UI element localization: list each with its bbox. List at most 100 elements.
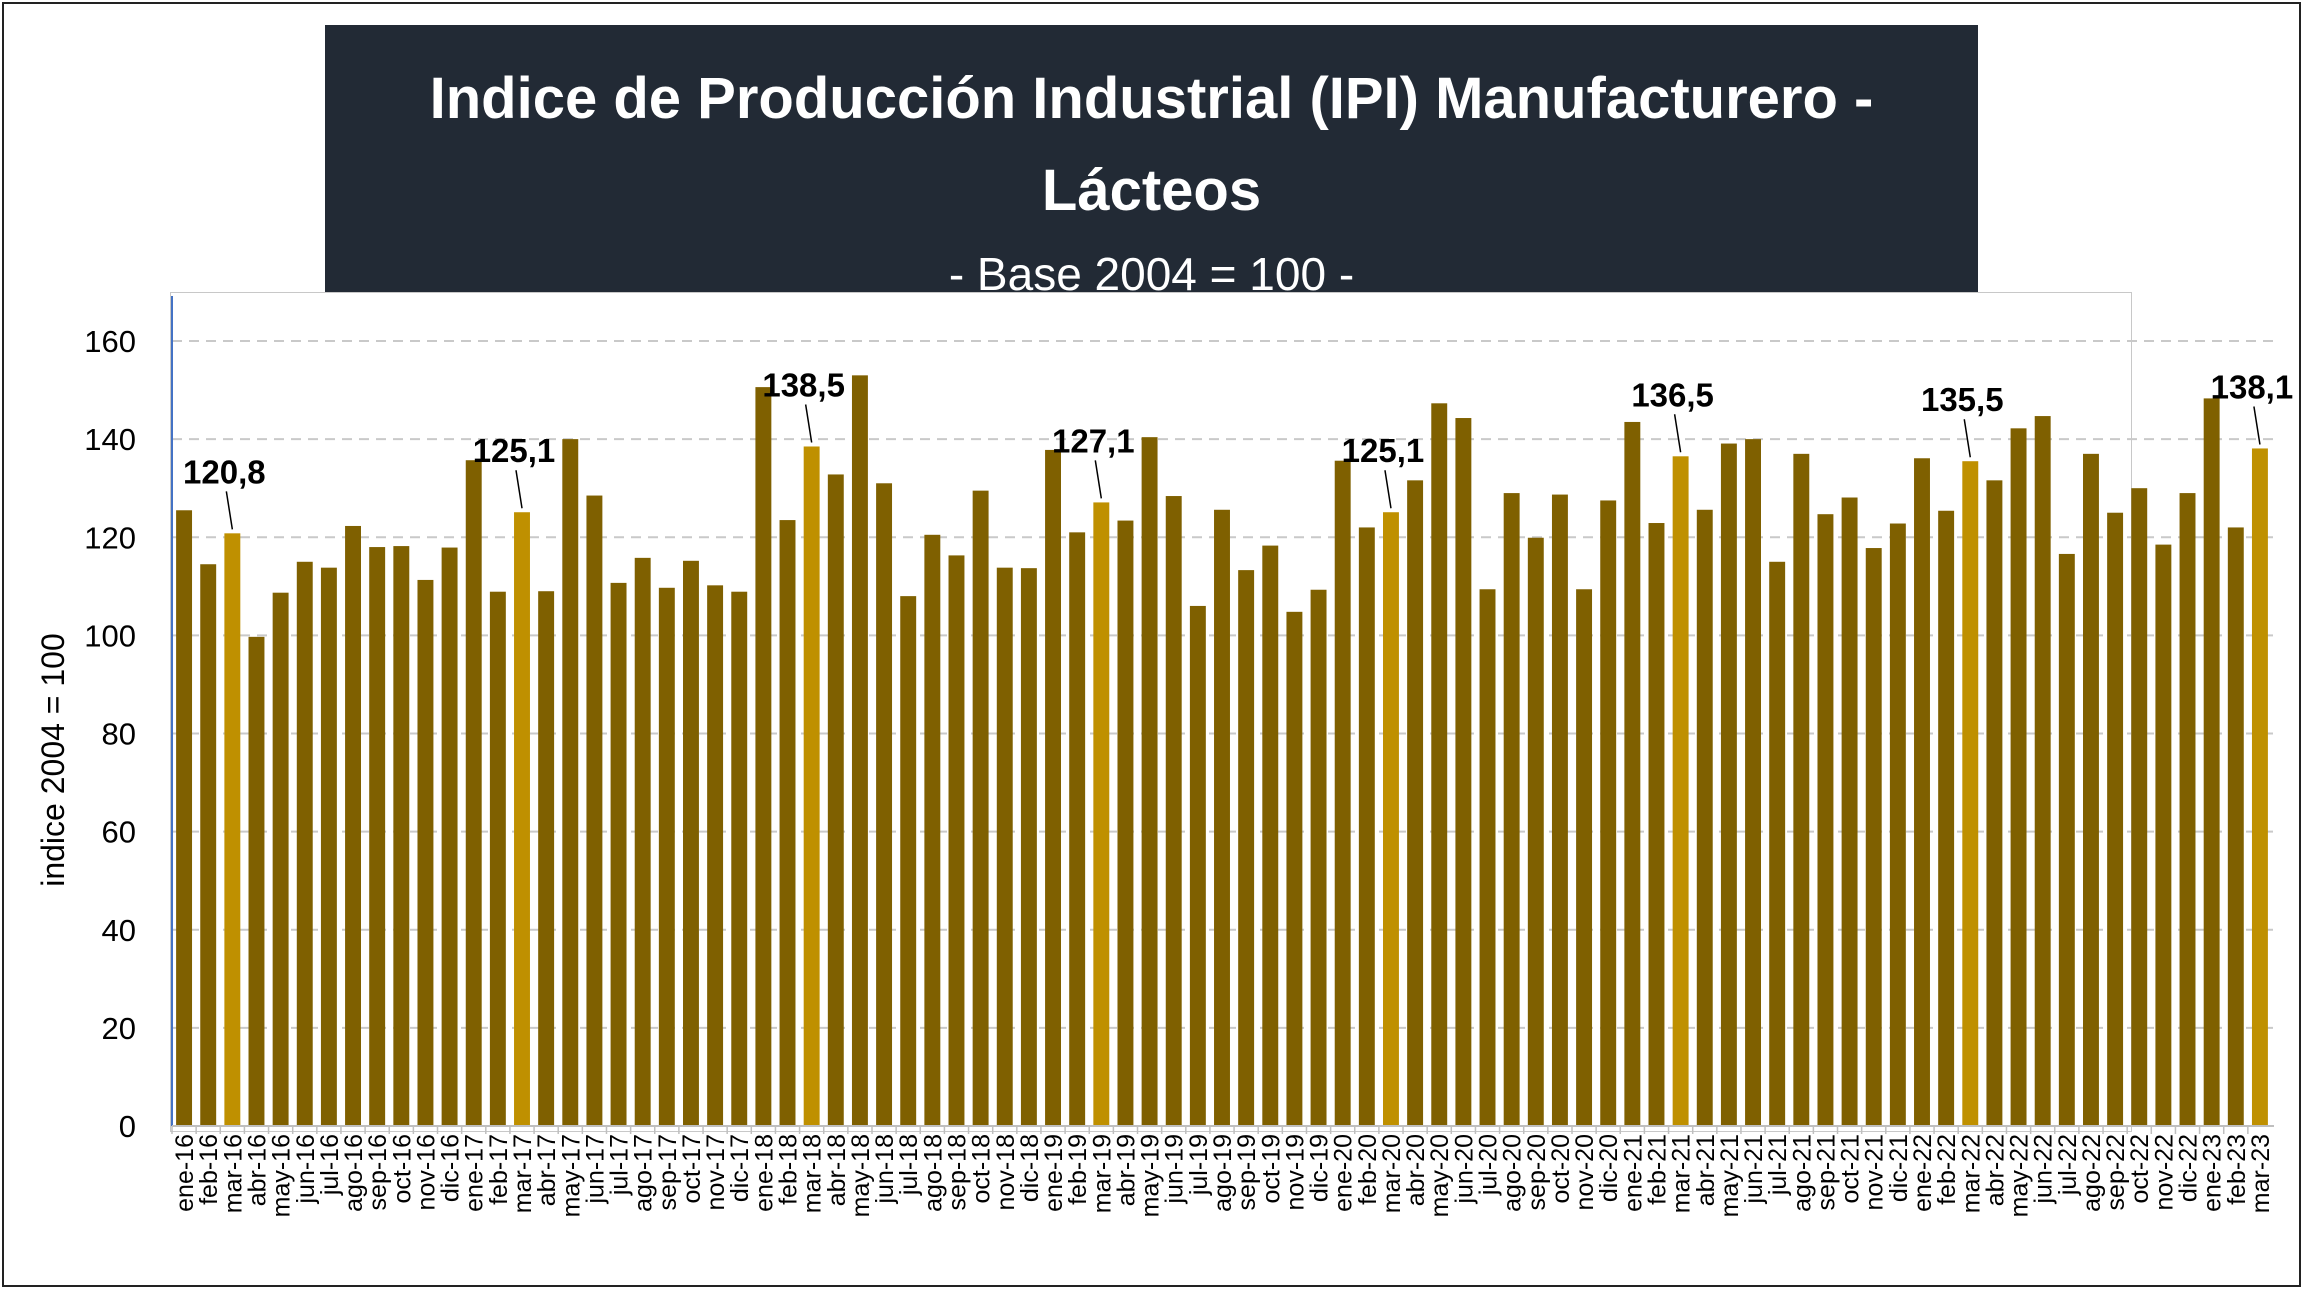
bar-sep-20 <box>1527 537 1544 1126</box>
bar-feb-18 <box>779 520 796 1126</box>
data-label: 138,5 <box>762 366 845 403</box>
x-tick-label: mar-22 <box>1957 1134 1985 1213</box>
x-tick-label: ago-16 <box>340 1134 368 1212</box>
x-tick-label: nov-17 <box>702 1134 730 1210</box>
x-tick-label: ene-21 <box>1619 1134 1647 1212</box>
x-tick-label: mar-21 <box>1668 1134 1696 1213</box>
bar-oct-21 <box>1841 497 1858 1126</box>
x-tick-label: jun-22 <box>2030 1134 2058 1205</box>
bar-ene-23 <box>2203 398 2220 1126</box>
x-tick-label: oct-22 <box>2126 1134 2154 1203</box>
x-tick-label: abr-21 <box>1692 1134 1720 1206</box>
x-tick-label: jul-20 <box>1475 1134 1503 1196</box>
bar-jun-22 <box>2034 416 2051 1126</box>
bar-oct-20 <box>1551 494 1568 1126</box>
x-tick-label: dic-18 <box>1016 1134 1044 1202</box>
bar-feb-23 <box>2227 527 2244 1126</box>
bar-feb-17 <box>489 591 506 1126</box>
x-tick-label: oct-20 <box>1547 1134 1575 1203</box>
x-tick-label: oct-18 <box>968 1134 996 1203</box>
bar-ago-19 <box>1214 509 1230 1126</box>
x-tick-label: ene-22 <box>1909 1134 1937 1212</box>
x-tick-label: jul-22 <box>2054 1134 2082 1196</box>
bar-mar-22 <box>1962 461 1979 1126</box>
bar-ago-22 <box>2083 453 2099 1126</box>
x-tick-label: ene-18 <box>750 1134 778 1212</box>
x-tick-label: dic-19 <box>1306 1134 1334 1202</box>
x-tick-label: may-19 <box>1137 1134 1165 1217</box>
data-labels: 120,8 125,1 138,5 127,1 125,1 136,5 135,5 138,1 <box>183 366 2293 530</box>
x-tick-label: jun-16 <box>292 1134 320 1205</box>
x-tick-label: dic-22 <box>2175 1134 2203 1202</box>
axes: 020406080100120140160ene-16feb-16mar-16a… <box>84 296 2275 1217</box>
x-tick-label: feb-21 <box>1643 1134 1671 1205</box>
x-tick-label: mar-16 <box>219 1134 247 1213</box>
y-tick-label: 20 <box>102 1011 136 1046</box>
bar-jun-21 <box>1745 439 1761 1126</box>
bar-ene-22 <box>1914 458 1930 1126</box>
bar-feb-22 <box>1938 510 1955 1127</box>
bar-ago-21 <box>1793 453 1810 1126</box>
x-tick-label: nov-21 <box>1861 1134 1889 1210</box>
x-tick-label: jul-16 <box>316 1134 344 1196</box>
x-tick-label: feb-16 <box>195 1134 223 1205</box>
data-label-leader <box>1673 414 1682 453</box>
x-tick-label: ago-18 <box>919 1134 947 1212</box>
bar-may-22 <box>2010 428 2027 1126</box>
bar-mar-21 <box>1672 456 1689 1126</box>
x-tick-label: mar-18 <box>799 1134 827 1213</box>
x-tick-label: feb-19 <box>1064 1134 1092 1205</box>
bar-feb-19 <box>1069 532 1086 1126</box>
bar-may-16 <box>272 592 289 1126</box>
bar-mar-20 <box>1383 512 1399 1126</box>
x-tick-label: ene-20 <box>1330 1134 1358 1212</box>
x-tick-label: oct-21 <box>1837 1134 1865 1203</box>
x-tick-label: sep-20 <box>1523 1134 1551 1210</box>
data-label-leader <box>804 404 813 443</box>
x-tick-label: sep-22 <box>2102 1134 2130 1210</box>
bar-nov-17 <box>707 585 724 1126</box>
y-tick-label: 80 <box>102 717 136 752</box>
data-label: 127,1 <box>1052 422 1135 459</box>
bar-jul-22 <box>2058 553 2075 1126</box>
y-tick-label: 60 <box>102 815 136 850</box>
bar-ene-18 <box>755 387 772 1126</box>
x-tick-label: may-22 <box>2006 1134 2034 1217</box>
x-tick-label: jul-21 <box>1764 1134 1792 1196</box>
x-tick-label: oct-17 <box>678 1134 706 1203</box>
bar-oct-18 <box>972 490 989 1126</box>
bar-sep-18 <box>948 555 965 1126</box>
bar-jul-21 <box>1769 561 1786 1126</box>
x-tick-label: may-21 <box>1716 1134 1744 1217</box>
bars <box>176 375 2268 1127</box>
data-label: 135,5 <box>1921 381 2004 418</box>
bar-dic-17 <box>731 591 748 1126</box>
bar-dic-18 <box>1020 568 1037 1126</box>
bar-ene-21 <box>1624 421 1641 1126</box>
x-tick-label: may-16 <box>268 1134 296 1217</box>
x-tick-label: may-18 <box>847 1134 875 1217</box>
x-tick-label: dic-16 <box>437 1134 465 1202</box>
data-label: 136,5 <box>1631 376 1714 413</box>
x-tick-label: jul-19 <box>1185 1134 1213 1196</box>
bar-jul-16 <box>320 567 337 1126</box>
x-tick-label: ago-17 <box>630 1134 658 1212</box>
bar-abr-16 <box>248 636 265 1126</box>
x-tick-label: nov-19 <box>1281 1134 1309 1210</box>
x-tick-label: ago-21 <box>1788 1134 1816 1212</box>
x-tick-label: mar-17 <box>509 1134 537 1213</box>
x-tick-label: nov-20 <box>1571 1134 1599 1210</box>
bar-ago-16 <box>345 525 361 1126</box>
bar-mar-17 <box>514 512 530 1126</box>
bar-sep-19 <box>1238 570 1255 1126</box>
bar-abr-20 <box>1407 480 1424 1126</box>
data-label-leader <box>1963 419 1972 458</box>
bar-oct-19 <box>1262 545 1279 1126</box>
bar-feb-20 <box>1358 527 1375 1126</box>
bar-feb-16 <box>200 564 217 1126</box>
x-tick-label: nov-16 <box>412 1134 440 1210</box>
bar-mar-19 <box>1093 502 1110 1126</box>
bar-may-19 <box>1141 437 1158 1127</box>
bar-sep-21 <box>1817 514 1834 1126</box>
